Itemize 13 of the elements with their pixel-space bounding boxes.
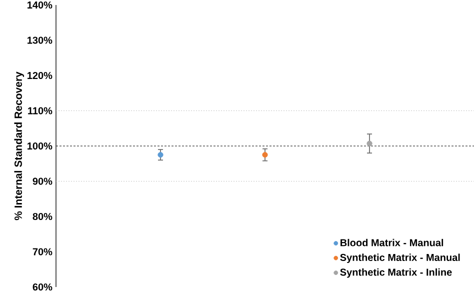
y-tick-label: 80% (32, 212, 52, 220)
y-axis-title: % Internal Standard Recovery (14, 72, 24, 220)
legend-label: Blood Matrix - Manual (340, 238, 444, 246)
y-tick-label: 130% (28, 36, 52, 44)
y-tick-label: 110% (28, 107, 52, 114)
legend-label: Synthetic Matrix - Inline (340, 268, 452, 278)
y-tick-label: 60% (32, 283, 52, 291)
y-tick-label: 120% (28, 72, 52, 80)
y-tick-label: 90% (32, 178, 52, 185)
y-tick-label: 100% (28, 142, 52, 150)
y-tick-label: 70% (32, 248, 52, 256)
legend-label: Synthetic Matrix - Manual (340, 254, 460, 263)
y-tick-label: 140% (28, 1, 52, 9)
